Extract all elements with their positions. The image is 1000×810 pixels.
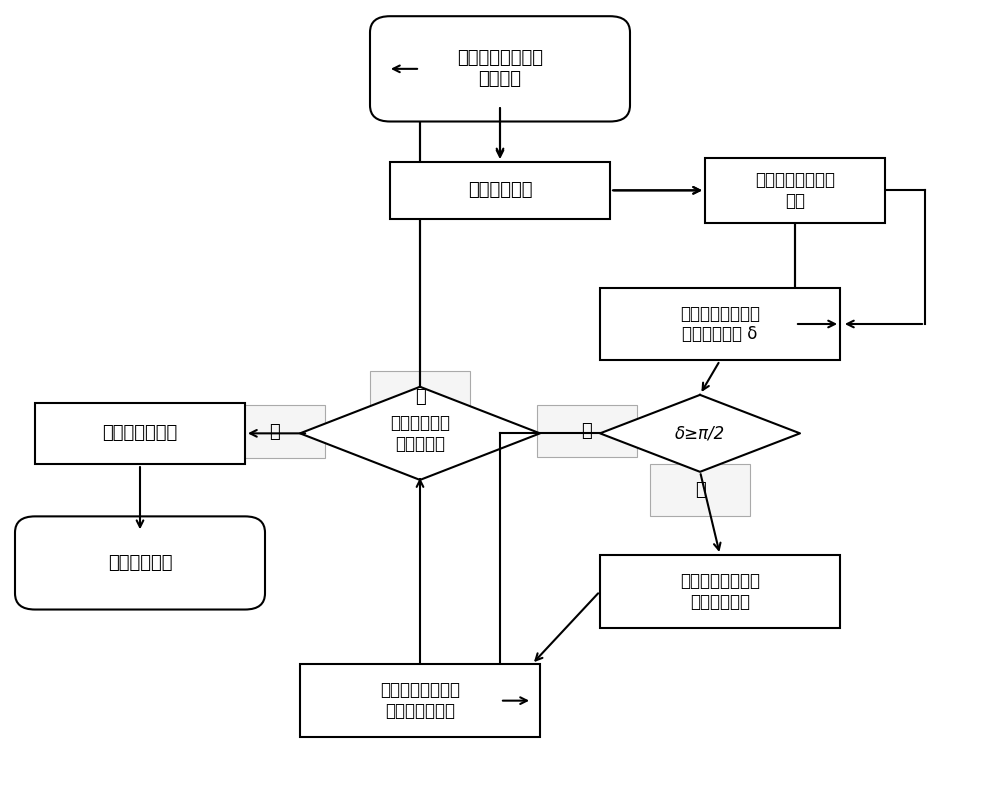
- Polygon shape: [300, 386, 540, 480]
- Text: 利用涡流算法更新
排斥向量方向: 利用涡流算法更新 排斥向量方向: [680, 572, 760, 611]
- Text: 是: 是: [582, 422, 592, 440]
- FancyBboxPatch shape: [537, 405, 637, 457]
- Text: 是: 是: [415, 388, 425, 406]
- Text: 障碍物是否在
无碰撞区域: 障碍物是否在 无碰撞区域: [390, 414, 450, 453]
- Bar: [705, 158, 885, 223]
- FancyBboxPatch shape: [225, 405, 325, 458]
- Polygon shape: [600, 394, 800, 471]
- Bar: [600, 288, 840, 360]
- Text: 抓取目标物体: 抓取目标物体: [108, 554, 172, 572]
- Text: δ≥π/2: δ≥π/2: [675, 424, 725, 442]
- Text: 成功躲避障碍物: 成功躲避障碍物: [102, 424, 178, 442]
- Bar: [390, 162, 610, 219]
- Text: 得到排斥向量与变
化速度的夹角 δ: 得到排斥向量与变 化速度的夹角 δ: [680, 305, 760, 343]
- Text: 得到排斥向量变化
速度: 得到排斥向量变化 速度: [755, 171, 835, 210]
- FancyBboxPatch shape: [650, 463, 750, 517]
- FancyBboxPatch shape: [370, 371, 470, 423]
- Bar: [600, 555, 840, 628]
- Text: 否: 否: [270, 423, 280, 441]
- Text: 摄像头检测得到障
碍物位置: 摄像头检测得到障 碍物位置: [457, 49, 543, 88]
- Text: 否: 否: [695, 481, 705, 499]
- Bar: [300, 664, 540, 737]
- Bar: [35, 403, 245, 463]
- Text: 利用动态避障算法
运动到目标位置: 利用动态避障算法 运动到目标位置: [380, 681, 460, 720]
- FancyBboxPatch shape: [15, 517, 265, 609]
- Text: 得到排斥向量: 得到排斥向量: [468, 181, 532, 199]
- FancyBboxPatch shape: [370, 16, 630, 122]
